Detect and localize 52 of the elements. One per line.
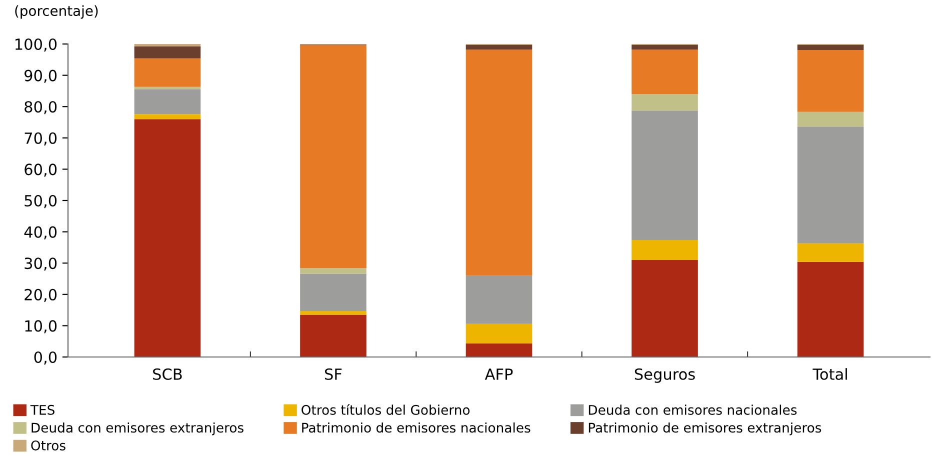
legend-label: Otros xyxy=(31,440,66,450)
legend-label: Patrimonio de emisores extranjeros xyxy=(588,422,822,436)
bar xyxy=(466,276,532,324)
x-tick-label: AFP xyxy=(484,368,513,380)
y-axis-title: (porcentaje) xyxy=(15,5,98,19)
bar xyxy=(466,324,532,344)
bar xyxy=(797,44,864,50)
legend-label: Otros títulos del Gobierno xyxy=(302,404,470,415)
legend-label: TES xyxy=(30,404,54,415)
bar xyxy=(134,46,201,58)
bar xyxy=(300,268,366,274)
bar xyxy=(632,240,698,260)
y-tick-label: 70,0 xyxy=(24,132,57,146)
bar xyxy=(797,243,864,262)
y-tick-label: 100,0 xyxy=(16,38,57,52)
y-tick-label: 40,0 xyxy=(24,226,57,240)
bar xyxy=(466,44,532,50)
x-tick-label: SCB xyxy=(153,368,182,380)
bar xyxy=(134,119,201,357)
bar xyxy=(797,126,864,244)
bar xyxy=(797,50,864,112)
bar xyxy=(797,112,864,127)
y-tick-label: 80,0 xyxy=(24,101,57,114)
legend-label: Patrimonio de emisores nacionales xyxy=(302,422,530,433)
bar xyxy=(632,50,698,94)
bar xyxy=(300,274,366,311)
bar xyxy=(632,260,698,357)
bar xyxy=(632,94,698,111)
bar xyxy=(797,262,864,357)
bar xyxy=(632,44,698,50)
y-tick-label: 0,0 xyxy=(34,351,57,365)
y-tick-label: 10,0 xyxy=(25,320,57,334)
y-tick-label: 90,0 xyxy=(24,70,57,83)
legend-label: Deuda con emisores nacionales xyxy=(588,404,797,415)
bar xyxy=(300,45,366,268)
bar xyxy=(134,86,201,90)
bar xyxy=(466,50,532,276)
y-tick-label: 50,0 xyxy=(24,194,57,208)
y-tick-label: 60,0 xyxy=(24,164,57,177)
bar xyxy=(134,58,201,87)
bar xyxy=(632,110,698,240)
x-tick-label: Total xyxy=(812,368,847,380)
bar xyxy=(466,344,532,357)
x-tick-label: Seguros xyxy=(634,368,695,383)
x-tick-label: SF xyxy=(324,368,342,380)
bar xyxy=(300,314,366,357)
y-tick-label: 30,0 xyxy=(24,258,57,271)
y-tick-label: 20,0 xyxy=(24,288,57,302)
bar xyxy=(134,114,201,120)
legend-label: Deuda con emisores extranjeros xyxy=(32,422,244,436)
bar xyxy=(300,310,366,315)
bar xyxy=(134,89,201,114)
